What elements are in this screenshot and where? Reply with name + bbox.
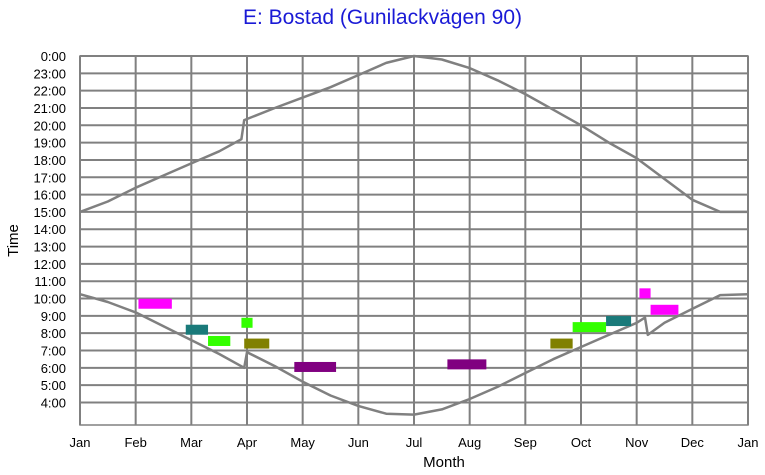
y-tick-label: 15:00	[33, 205, 66, 220]
y-tick-label: 23:00	[33, 66, 66, 81]
x-tick-label: Mar	[180, 435, 203, 450]
event-mark	[550, 338, 573, 349]
y-tick-label: 4:00	[41, 395, 66, 410]
y-tick-label: 14:00	[33, 222, 66, 237]
event-mark	[241, 317, 253, 328]
x-tick-label: Jan	[70, 435, 91, 450]
x-tick-label: Aug	[458, 435, 481, 450]
event-mark	[639, 288, 651, 299]
y-tick-label: 9:00	[41, 309, 66, 324]
series-line	[79, 292, 749, 416]
y-tick-label: 17:00	[33, 170, 66, 185]
x-tick-label: Jun	[348, 435, 369, 450]
y-tick-label: 20:00	[33, 118, 66, 133]
event-mark	[572, 322, 607, 333]
series-line	[79, 54, 748, 214]
y-tick-label: 5:00	[41, 378, 66, 393]
y-tick-label: 0:00	[41, 49, 66, 64]
plot-frame	[79, 55, 749, 426]
event-mark	[208, 335, 231, 346]
x-tick-label: May	[290, 435, 315, 450]
event-mark	[606, 316, 632, 327]
event-mark	[185, 324, 209, 335]
event-mark	[244, 338, 270, 349]
y-tick-label: 7:00	[41, 344, 66, 359]
x-tick-label: Jul	[406, 435, 423, 450]
y-tick-label: 19:00	[33, 136, 66, 151]
x-axis-label: Month	[423, 454, 465, 471]
chart-title: E: Bostad (Gunilackvägen 90)	[243, 6, 522, 29]
event-mark	[447, 359, 487, 370]
event-mark	[650, 304, 679, 315]
event-marks	[138, 288, 679, 372]
y-tick-label: 22:00	[33, 84, 66, 99]
y-tick-label: 12:00	[33, 257, 66, 272]
y-tick-label: 18:00	[33, 153, 66, 168]
x-tick-label: Feb	[124, 435, 146, 450]
x-tick-label: Sep	[514, 435, 537, 450]
x-tick-label: Jan	[738, 435, 759, 450]
x-tick-labels: Jan Feb Mar Apr May Jun Jul Aug Sep Oct Nov Dec Jan	[70, 435, 759, 450]
y-tick-labels: 0:00 23:00 22:00 21:00 20:00 19:00 18:00 17:00 1…	[33, 49, 66, 410]
x-tick-label: Nov	[625, 435, 649, 450]
event-mark	[294, 361, 337, 372]
y-tick-label: 13:00	[33, 240, 66, 255]
event-mark	[138, 298, 172, 309]
y-tick-label: 11:00	[34, 274, 66, 289]
y-tick-label: 10:00	[33, 292, 66, 307]
x-tick-label: Dec	[681, 435, 705, 450]
x-tick-label: Oct	[571, 435, 592, 450]
y-axis-label: Time	[5, 224, 22, 257]
series-lines	[79, 54, 749, 416]
x-tick-label: Apr	[237, 435, 258, 450]
y-tick-label: 21:00	[33, 101, 66, 116]
y-tick-label: 16:00	[33, 188, 66, 203]
grid-lines	[79, 55, 749, 425]
y-tick-label: 8:00	[41, 326, 66, 341]
y-tick-label: 6:00	[41, 361, 66, 376]
